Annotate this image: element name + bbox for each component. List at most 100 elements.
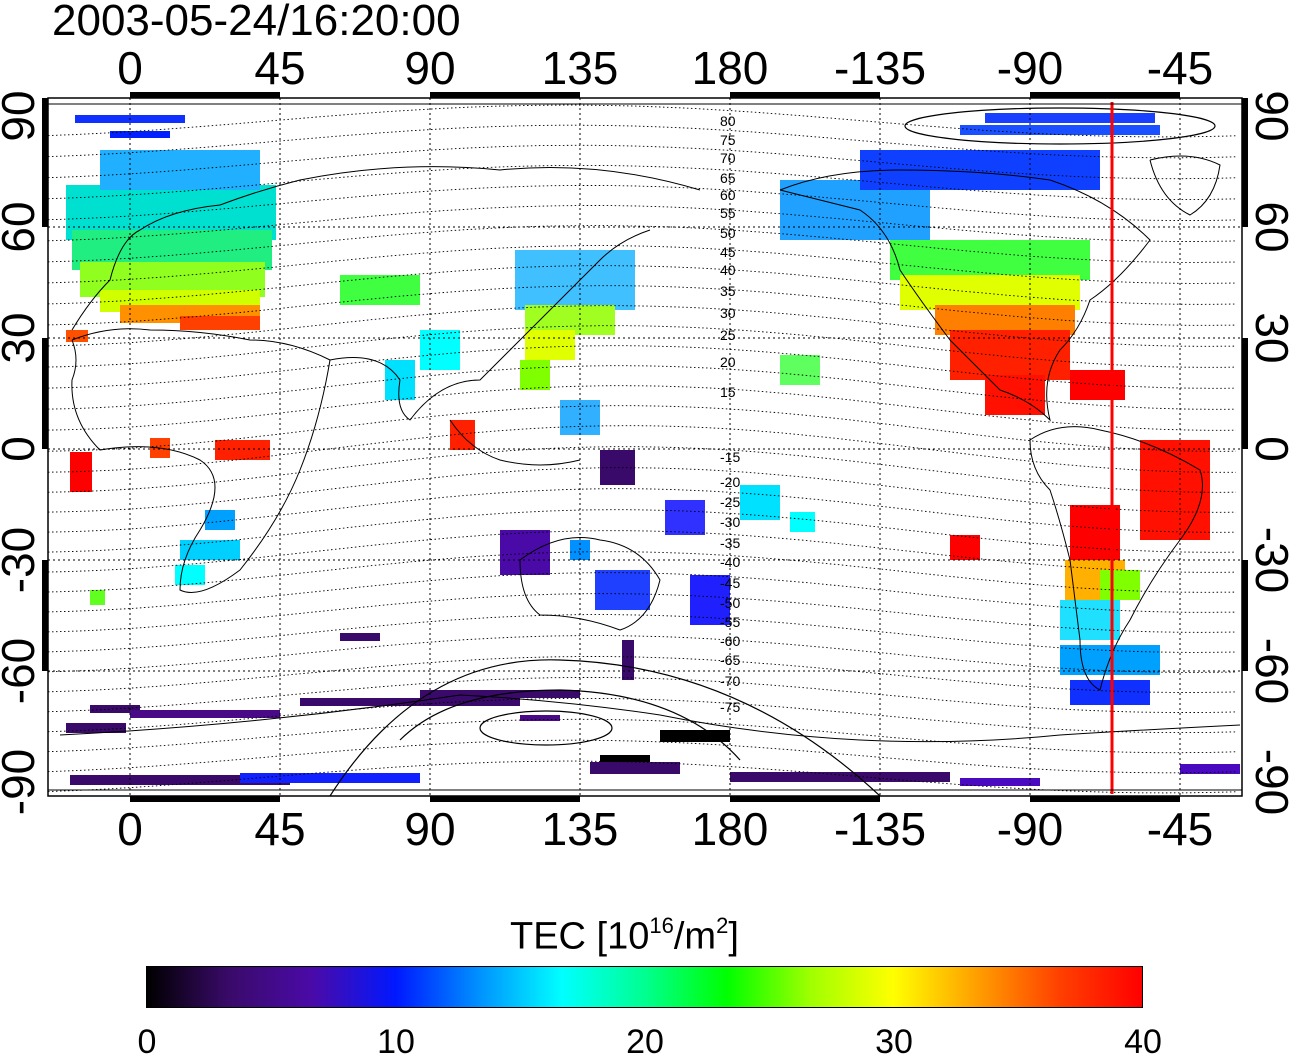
y-tick-label-right: 60 bbox=[1246, 201, 1292, 252]
x-tick-label-bottom: -135 bbox=[834, 803, 926, 855]
x-tick-label-bottom: 135 bbox=[542, 803, 619, 855]
contour-label: 30 bbox=[720, 305, 736, 321]
colorbar-title-close: ] bbox=[728, 915, 739, 958]
magnetic-contour-line bbox=[48, 104, 1237, 138]
graticule-grid bbox=[48, 98, 1242, 796]
colorbar-tick: 30 bbox=[875, 1023, 913, 1061]
tec-map: 0 45 90 135 180 -135 -90 -45 0 45 90 135 180 -135 -90… bbox=[0, 42, 1292, 855]
contour-label: 70 bbox=[720, 150, 736, 166]
magnetic-contour-line bbox=[48, 677, 1237, 713]
contour-label: -40 bbox=[720, 554, 740, 570]
contour-label: -45 bbox=[720, 575, 740, 591]
magnetic-contour-line bbox=[48, 697, 1237, 734]
colorbar-title-exp1: 16 bbox=[649, 913, 674, 938]
patch-antarctica bbox=[66, 633, 1240, 786]
y-tick-label-right: -90 bbox=[1246, 749, 1292, 815]
x-axis-bottom-labels: 0 45 90 135 180 -135 -90 -45 bbox=[117, 803, 1213, 855]
contour-label: -35 bbox=[720, 535, 740, 551]
magnetic-contour-line bbox=[48, 385, 1237, 431]
contour-label: 25 bbox=[720, 327, 736, 343]
x-tick-label-top: -90 bbox=[997, 42, 1063, 94]
contour-label: -30 bbox=[720, 514, 740, 530]
contour-label: -25 bbox=[720, 494, 740, 510]
patch-europe bbox=[66, 150, 276, 342]
y-tick-label-right: 30 bbox=[1246, 312, 1292, 363]
patch-africa bbox=[70, 438, 270, 605]
magnetic-contour-line bbox=[48, 405, 1237, 452]
x-tick-label-top: 45 bbox=[254, 42, 305, 94]
magnetic-contour-line bbox=[48, 718, 1237, 754]
y-tick-label-right: -60 bbox=[1246, 638, 1292, 704]
polar-contours bbox=[329, 107, 1216, 796]
magnetic-contour-line bbox=[48, 205, 1237, 242]
x-tick-label-top: 0 bbox=[117, 42, 143, 94]
colorbar-tick: 10 bbox=[377, 1023, 415, 1061]
contour-label: -15 bbox=[720, 449, 740, 465]
patch-samerica bbox=[950, 440, 1210, 705]
magnetic-contour-line bbox=[48, 739, 1237, 774]
magnetic-contour-line bbox=[48, 614, 1237, 653]
y-axis-right-labels: 90 60 30 0 -30 -60 -90 bbox=[1246, 90, 1292, 815]
x-tick-label-bottom: 90 bbox=[404, 803, 455, 855]
magnetic-contour-line bbox=[48, 551, 1237, 593]
magnetic-contour-line bbox=[48, 467, 1237, 513]
y-tick-label-left: 60 bbox=[0, 201, 44, 252]
magnetic-contour-line bbox=[48, 593, 1237, 633]
colorbar-tick: 40 bbox=[1124, 1023, 1162, 1061]
contour-label: -70 bbox=[720, 673, 740, 689]
colorbar-title-main: TEC [10 bbox=[510, 915, 650, 958]
colorbar-title-exp2: 2 bbox=[716, 913, 729, 938]
magnetic-contour-line bbox=[48, 509, 1237, 553]
magnetic-contour-line bbox=[48, 245, 1237, 284]
magnetic-contour-line bbox=[48, 144, 1237, 180]
contour-label: 60 bbox=[720, 187, 736, 203]
magnetic-contour-line bbox=[48, 656, 1237, 693]
frame-ticks bbox=[42, 92, 1248, 802]
magnetic-contour-line bbox=[48, 164, 1237, 201]
x-tick-label-bottom: 180 bbox=[692, 803, 769, 855]
x-tick-label-top: 180 bbox=[692, 42, 769, 94]
contour-label: 35 bbox=[720, 283, 736, 299]
y-tick-label-right: -30 bbox=[1246, 527, 1292, 593]
x-tick-label-top: -45 bbox=[1147, 42, 1213, 94]
magnetic-contour-line bbox=[48, 225, 1237, 263]
contour-label: 50 bbox=[720, 225, 736, 241]
contour-label: 15 bbox=[720, 384, 736, 400]
x-tick-label-bottom: -45 bbox=[1147, 803, 1213, 855]
x-tick-label-top: -135 bbox=[834, 42, 926, 94]
contour-label: -65 bbox=[720, 652, 740, 668]
magnetic-contour-line bbox=[48, 185, 1237, 221]
contour-label: -20 bbox=[720, 474, 740, 490]
colorbar-tick: 20 bbox=[626, 1023, 664, 1061]
y-tick-label-left: 30 bbox=[0, 312, 44, 363]
patch-asia bbox=[340, 250, 635, 450]
contour-label: 80 bbox=[720, 113, 736, 129]
contour-label: 65 bbox=[720, 170, 736, 186]
y-tick-label-left: 90 bbox=[0, 90, 44, 141]
y-tick-label-left: -90 bbox=[0, 749, 44, 815]
colorbar bbox=[146, 966, 1143, 1008]
contour-label: 75 bbox=[720, 132, 736, 148]
magnetic-contour-line bbox=[48, 325, 1237, 368]
colorbar-tick: 0 bbox=[137, 1023, 157, 1061]
y-tick-label-left: 0 bbox=[0, 436, 44, 462]
coastlines bbox=[59, 155, 1241, 743]
magnetic-contour-line bbox=[48, 635, 1237, 673]
x-tick-label-bottom: -90 bbox=[997, 803, 1063, 855]
colorbar-title-unit: /m bbox=[673, 915, 717, 958]
magnetic-contour-line bbox=[48, 305, 1237, 347]
patch-australia bbox=[500, 400, 815, 625]
contour-label: 40 bbox=[720, 262, 736, 278]
x-tick-label-bottom: 0 bbox=[117, 803, 143, 855]
magnetic-contour-line bbox=[48, 425, 1236, 473]
contour-label: -50 bbox=[720, 595, 740, 611]
magnetic-contour-line bbox=[48, 285, 1237, 326]
x-tick-label-bottom: 45 bbox=[254, 803, 305, 855]
magnetic-contours bbox=[48, 104, 1237, 794]
y-tick-label-left: -30 bbox=[0, 527, 44, 593]
colorbar-title: TEC [1016/m2] bbox=[510, 906, 739, 959]
x-axis-top-labels: 0 45 90 135 180 -135 -90 -45 bbox=[117, 42, 1213, 94]
magnetic-contour-line bbox=[48, 530, 1237, 573]
contour-label: -75 bbox=[720, 699, 740, 715]
